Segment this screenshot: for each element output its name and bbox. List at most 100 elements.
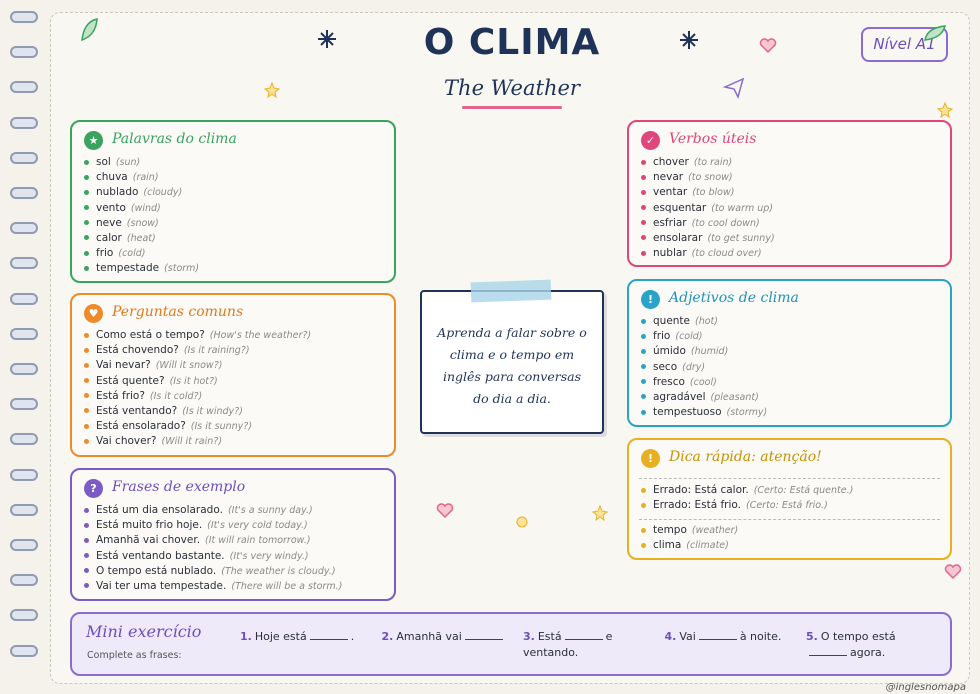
translation: (cold) [118, 248, 146, 260]
list-item: ventar (to blow) [641, 186, 775, 201]
list-item: Vai nevar? (Will it snow?) [84, 359, 311, 374]
translation: (cold) [675, 331, 703, 343]
list-item: Está quente? (Is it hot?) [84, 375, 311, 390]
translation: (rain) [132, 172, 159, 184]
translation: (How's the weather?) [209, 330, 312, 341]
prompt: Está [537, 630, 562, 643]
list-item: agradável (pleasant) [641, 391, 767, 406]
term: calor [96, 231, 122, 244]
translation: (to rain) [693, 157, 733, 168]
ring [10, 503, 38, 516]
list-item: Como está o tempo? (How's the weather?) [84, 329, 311, 344]
prompt: Vai [679, 630, 696, 643]
term: Vai ter uma tempestade. [96, 579, 227, 592]
term: Está muito frio hoje. [96, 519, 203, 532]
translation: (Is it hot?) [169, 375, 218, 387]
translation: (to get sunny) [707, 232, 775, 244]
list-item: esquentar (to warm up) [641, 202, 775, 217]
translation: (to blow) [692, 187, 735, 199]
term: Vai chover? [96, 435, 157, 448]
list-item: Está um dia ensolarado. (It's a sunny day… [84, 504, 342, 519]
list-item: seco (dry) [641, 361, 767, 376]
ring [10, 292, 38, 305]
term: esfriar [653, 216, 687, 229]
term: tempo [653, 524, 687, 536]
blank [698, 639, 737, 640]
translation: (to cloud over) [691, 248, 762, 260]
term: chuva [96, 171, 128, 184]
term: seco [653, 360, 678, 373]
icon: ? [84, 479, 103, 498]
translation: (to cool down) [691, 217, 760, 229]
term: tempestuoso [653, 406, 722, 419]
translation: (Certo: Está frio.) [745, 500, 828, 512]
list: tempo (weather) clima (climate) [641, 524, 738, 554]
adjectives-box: ! Adjetivos de clima quente (hot) frio (col… [627, 279, 952, 427]
star [591, 504, 609, 522]
subtitle: The Weather [444, 76, 580, 100]
ring [10, 81, 38, 94]
translation: (Certo: Está quente.) [753, 485, 854, 496]
box-title: Palavras do clima [112, 131, 237, 147]
list-item: frio (cold) [84, 247, 199, 262]
note-card: Aprenda a falar sobre o clima e o tempo … [420, 290, 604, 434]
list-item: ensolarar (to get sunny) [641, 232, 775, 247]
sparkle [318, 30, 698, 49]
icon: ! [641, 449, 660, 468]
exercise-item: 1. Hoje está. [240, 629, 370, 645]
translation: (sun) [115, 157, 141, 168]
list-item: Está chovendo? (Is it raining?) [84, 344, 311, 359]
number: 2. [381, 630, 394, 643]
box-title: Adjetivos de clima [669, 290, 799, 306]
term: agradável [653, 390, 706, 403]
list-item: Errado: Está frio. (Certo: Está frio.) [641, 499, 853, 514]
heart [759, 38, 777, 54]
term: Está um dia ensolarado. [96, 504, 223, 516]
ring [10, 11, 38, 23]
icon: ★ [84, 131, 103, 150]
translation: (to snow) [688, 172, 733, 184]
exercise-item: 4. Vai à noite. [665, 629, 795, 645]
ring [10, 116, 38, 129]
term: O tempo está nublado. [96, 564, 217, 577]
translation: (There will be a storm.) [231, 580, 343, 592]
translation: (weather) [691, 525, 739, 536]
tape [470, 279, 552, 303]
term: tempestade [96, 262, 160, 275]
icon: ✓ [641, 131, 660, 150]
number: 3. [523, 630, 535, 643]
term: neve [96, 216, 122, 229]
translation: (Is it cold?) [149, 390, 203, 402]
blank [564, 639, 603, 640]
term: chover [653, 156, 689, 168]
term: nublado [96, 186, 139, 199]
underline [462, 106, 562, 109]
number: 4. [664, 630, 677, 643]
translation: (dry) [682, 361, 706, 373]
term: Está frio? [96, 389, 145, 402]
list-item: Amanhã vai chover. (It will rain tomorrow… [84, 534, 342, 549]
ring [10, 433, 38, 446]
term: Está ventando? [96, 404, 178, 417]
term: esquentar [653, 201, 707, 214]
prompt-end: . [350, 630, 355, 643]
list-item: O tempo está nublado. (The weather is clo… [84, 565, 342, 580]
list: sol (sun) chuva (rain) nublado (cloudy) vento(… [84, 156, 199, 278]
blank [464, 639, 503, 640]
list-item: nublado (cloudy) [84, 186, 199, 201]
term: Está ensolarado? [96, 420, 186, 433]
list-item: tempestuoso (stormy) [641, 406, 767, 421]
star [263, 81, 281, 99]
exercise-title: Mini exercício [86, 622, 202, 641]
box-title: Dica rápida: atenção! [669, 449, 822, 465]
term: vento [96, 201, 126, 214]
exercise-item: 5. O tempo está agora. [806, 629, 936, 661]
translation: (It's very windy.) [229, 550, 309, 562]
list: chover (to rain) nevar (to snow) ventar (to b… [641, 156, 775, 262]
list-item: tempo (weather) [641, 524, 738, 539]
translation: (humid) [690, 346, 729, 358]
list-item: tempestade (storm) [84, 262, 199, 277]
